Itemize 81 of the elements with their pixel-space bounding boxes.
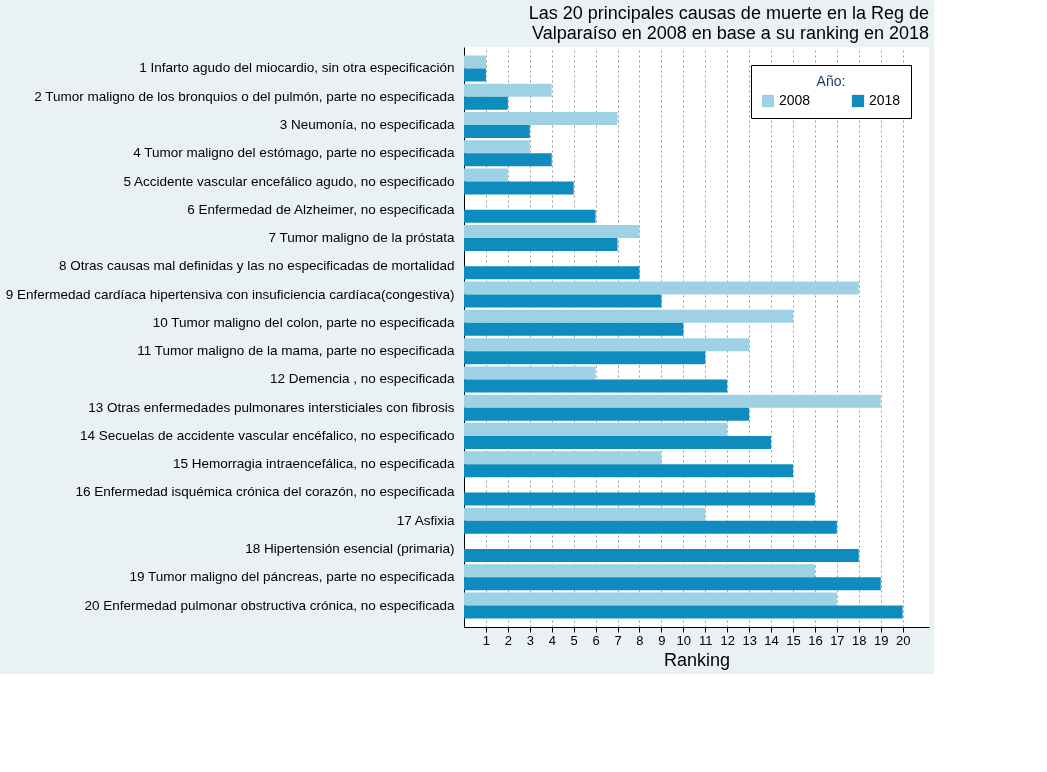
x-tick-label: 4 [548,632,556,648]
y-tick-label: 18 Hipertensión esencial (primaria) [245,540,455,556]
bar [464,422,728,436]
bar [464,492,815,506]
bar [464,238,618,252]
x-tick-label: 17 [830,632,845,648]
legend-label: 2018 [869,92,901,108]
y-tick-label: 17 Asfixia [396,512,455,528]
x-tick-label: 12 [720,632,735,648]
bar [464,294,662,308]
y-tick-label: 7 Tumor maligno de la próstata [268,230,455,246]
x-tick-label: 3 [526,632,534,648]
bar [464,281,859,295]
y-tick-label: 4 Tumor maligno del estómago, parte no especificada [133,145,455,161]
bar [464,125,530,139]
y-tick-label: 12 Demencia , no especificada [269,371,455,387]
y-tick-label: 9 Enfermedad cardíaca hipertensiva con insuficiencia cardíaca(congestiva) [5,286,455,302]
y-tick-label: 19 Tumor maligno del páncreas, parte no especificada [129,569,455,585]
bar [464,605,903,619]
x-tick-label: 18 [852,632,867,648]
bar [464,209,596,223]
x-tick-label: 7 [614,632,622,648]
x-tick-label: 14 [764,632,779,648]
x-tick-label: 8 [636,632,644,648]
bar [464,507,706,521]
legend-title: Año: [816,73,846,89]
x-tick-label: 13 [742,632,757,648]
bar [464,266,640,280]
bar [464,309,794,323]
x-tick-label: 19 [874,632,889,648]
x-tick-label: 10 [676,632,692,648]
bar [464,322,684,336]
x-tick-label: 16 [808,632,823,648]
bar [464,96,508,110]
y-tick-label: 8 Otras causas mal definidas y las no especificadas de mortalidad [59,258,455,274]
bar [464,68,486,82]
x-tick-label: 1 [482,632,491,648]
y-tick-label: 16 Enfermedad isquémica crónica del corazón, no especificada [75,484,455,500]
x-tick-label: 9 [658,632,666,648]
bar [464,112,618,126]
bar [464,140,530,154]
bar [464,451,662,465]
bar [464,366,596,380]
bar [464,520,837,534]
x-axis-title: Ranking [663,649,731,670]
bar [464,83,552,97]
y-tick-label: 15 Hemorragia intraencefálica, no especificada [173,456,455,472]
y-tick-label: 6 Enfermedad de Alzheimer, no especificada [187,201,455,217]
x-tick-label: 20 [895,632,911,648]
bar [464,464,794,478]
x-tick-label: 11 [699,632,713,648]
bar [464,338,750,352]
y-tick-label: 13 Otras enfermedades pulmonares intersticiales con fibrosis [88,399,455,415]
chart-title: Las 20 principales causas de muerte en la Reg de Valparaíso en 2008 en base a su ranking en 2018 [528,3,929,43]
x-tick-label: 2 [504,632,512,648]
y-tick-label: 1 Infarto agudo del miocardio, sin otra especificación [139,60,455,76]
y-tick-label: 10 Tumor maligno del colon, parte no especificada [152,314,455,330]
y-tick-label: 2 Tumor maligno de los bronquios o del pulmón, parte no especificada [34,88,455,104]
bar [464,435,772,449]
bar [464,592,837,606]
bar [464,225,640,239]
bar [464,564,815,578]
bar [464,181,574,195]
y-tick-label: 20 Enfermedad pulmonar obstructiva crónica, no especificada [84,597,455,613]
bar [464,407,750,421]
x-tick-label: 6 [592,632,600,648]
bar [464,351,706,365]
x-tick-label: 15 [786,632,801,648]
y-tick-label: 11 Tumor maligno de la mama, parte no especificada [137,343,455,359]
y-tick-label: 5 Accidente vascular encefálico agudo, no especificado [123,173,455,189]
bar [464,55,486,69]
bar [464,577,881,591]
bar [464,548,859,562]
bar [464,168,508,182]
bar [464,394,881,408]
y-tick-label: 3 Neumonía, no especificada [279,117,455,133]
bar [464,153,552,167]
bar [464,379,728,393]
x-tick-label: 5 [570,632,578,648]
y-tick-label: 14 Secuelas de accidente vascular encéfalico, no especificado [80,427,455,443]
legend-label: 2008 [779,92,811,108]
